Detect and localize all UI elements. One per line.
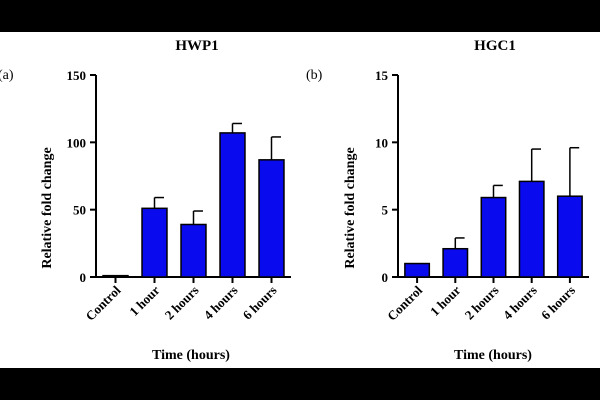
bar <box>141 207 168 278</box>
panel-label: (b) <box>306 68 323 83</box>
bar <box>518 180 545 278</box>
x-tick-label: 6 hours <box>538 283 578 323</box>
x-tick-label: 4 hours <box>500 283 540 323</box>
bar <box>404 262 431 278</box>
y-axis-title: Relative fold change <box>40 147 55 268</box>
y-tick-label: 50 <box>73 203 86 218</box>
x-axis-title: Time (hours) <box>152 348 230 363</box>
chart-panel-b: HGC1 (b) Relative fold change Time (hour… <box>306 38 589 363</box>
x-tick-label: Control <box>384 282 425 323</box>
bar <box>258 159 285 278</box>
y-axis-title: Relative fold change <box>343 147 358 268</box>
y-tick-label: 10 <box>375 135 388 150</box>
x-tick-label: 2 hours <box>162 283 202 323</box>
x-tick-label: 2 hours <box>462 283 502 323</box>
bar <box>219 132 246 278</box>
bar <box>180 223 207 278</box>
bar <box>480 196 507 278</box>
x-axis-title: Time (hours) <box>454 348 532 363</box>
y-tick-label: 0 <box>382 270 389 285</box>
plot-area: 0 50 100 150 Control 1 hour 2 hours 4 hours 6 ho… <box>67 68 291 324</box>
x-tick-label: 1 hour <box>126 282 163 319</box>
y-tick-label: 150 <box>67 68 87 83</box>
x-tick-label: Control <box>83 282 124 323</box>
bar-charts: HWP1 (a) Relative fold change Time (hour… <box>0 38 589 363</box>
bar <box>442 247 469 278</box>
chart-title: HWP1 <box>175 38 218 54</box>
bar <box>556 195 583 278</box>
chart-title: HGC1 <box>474 38 516 54</box>
y-tick-label: 5 <box>382 203 389 218</box>
figure: HWP1 (a) Relative fold change Time (hour… <box>0 32 600 368</box>
x-tick-label: 4 hours <box>201 283 241 323</box>
x-tick-label: 1 hour <box>427 282 464 319</box>
panel-label: (a) <box>0 68 14 83</box>
y-tick-label: 0 <box>80 270 87 285</box>
chart-panel-a: HWP1 (a) Relative fold change Time (hour… <box>0 38 291 363</box>
x-tick-label: 6 hours <box>240 283 280 323</box>
y-tick-label: 100 <box>67 135 87 150</box>
bar <box>102 274 129 278</box>
y-tick-label: 15 <box>375 68 389 83</box>
